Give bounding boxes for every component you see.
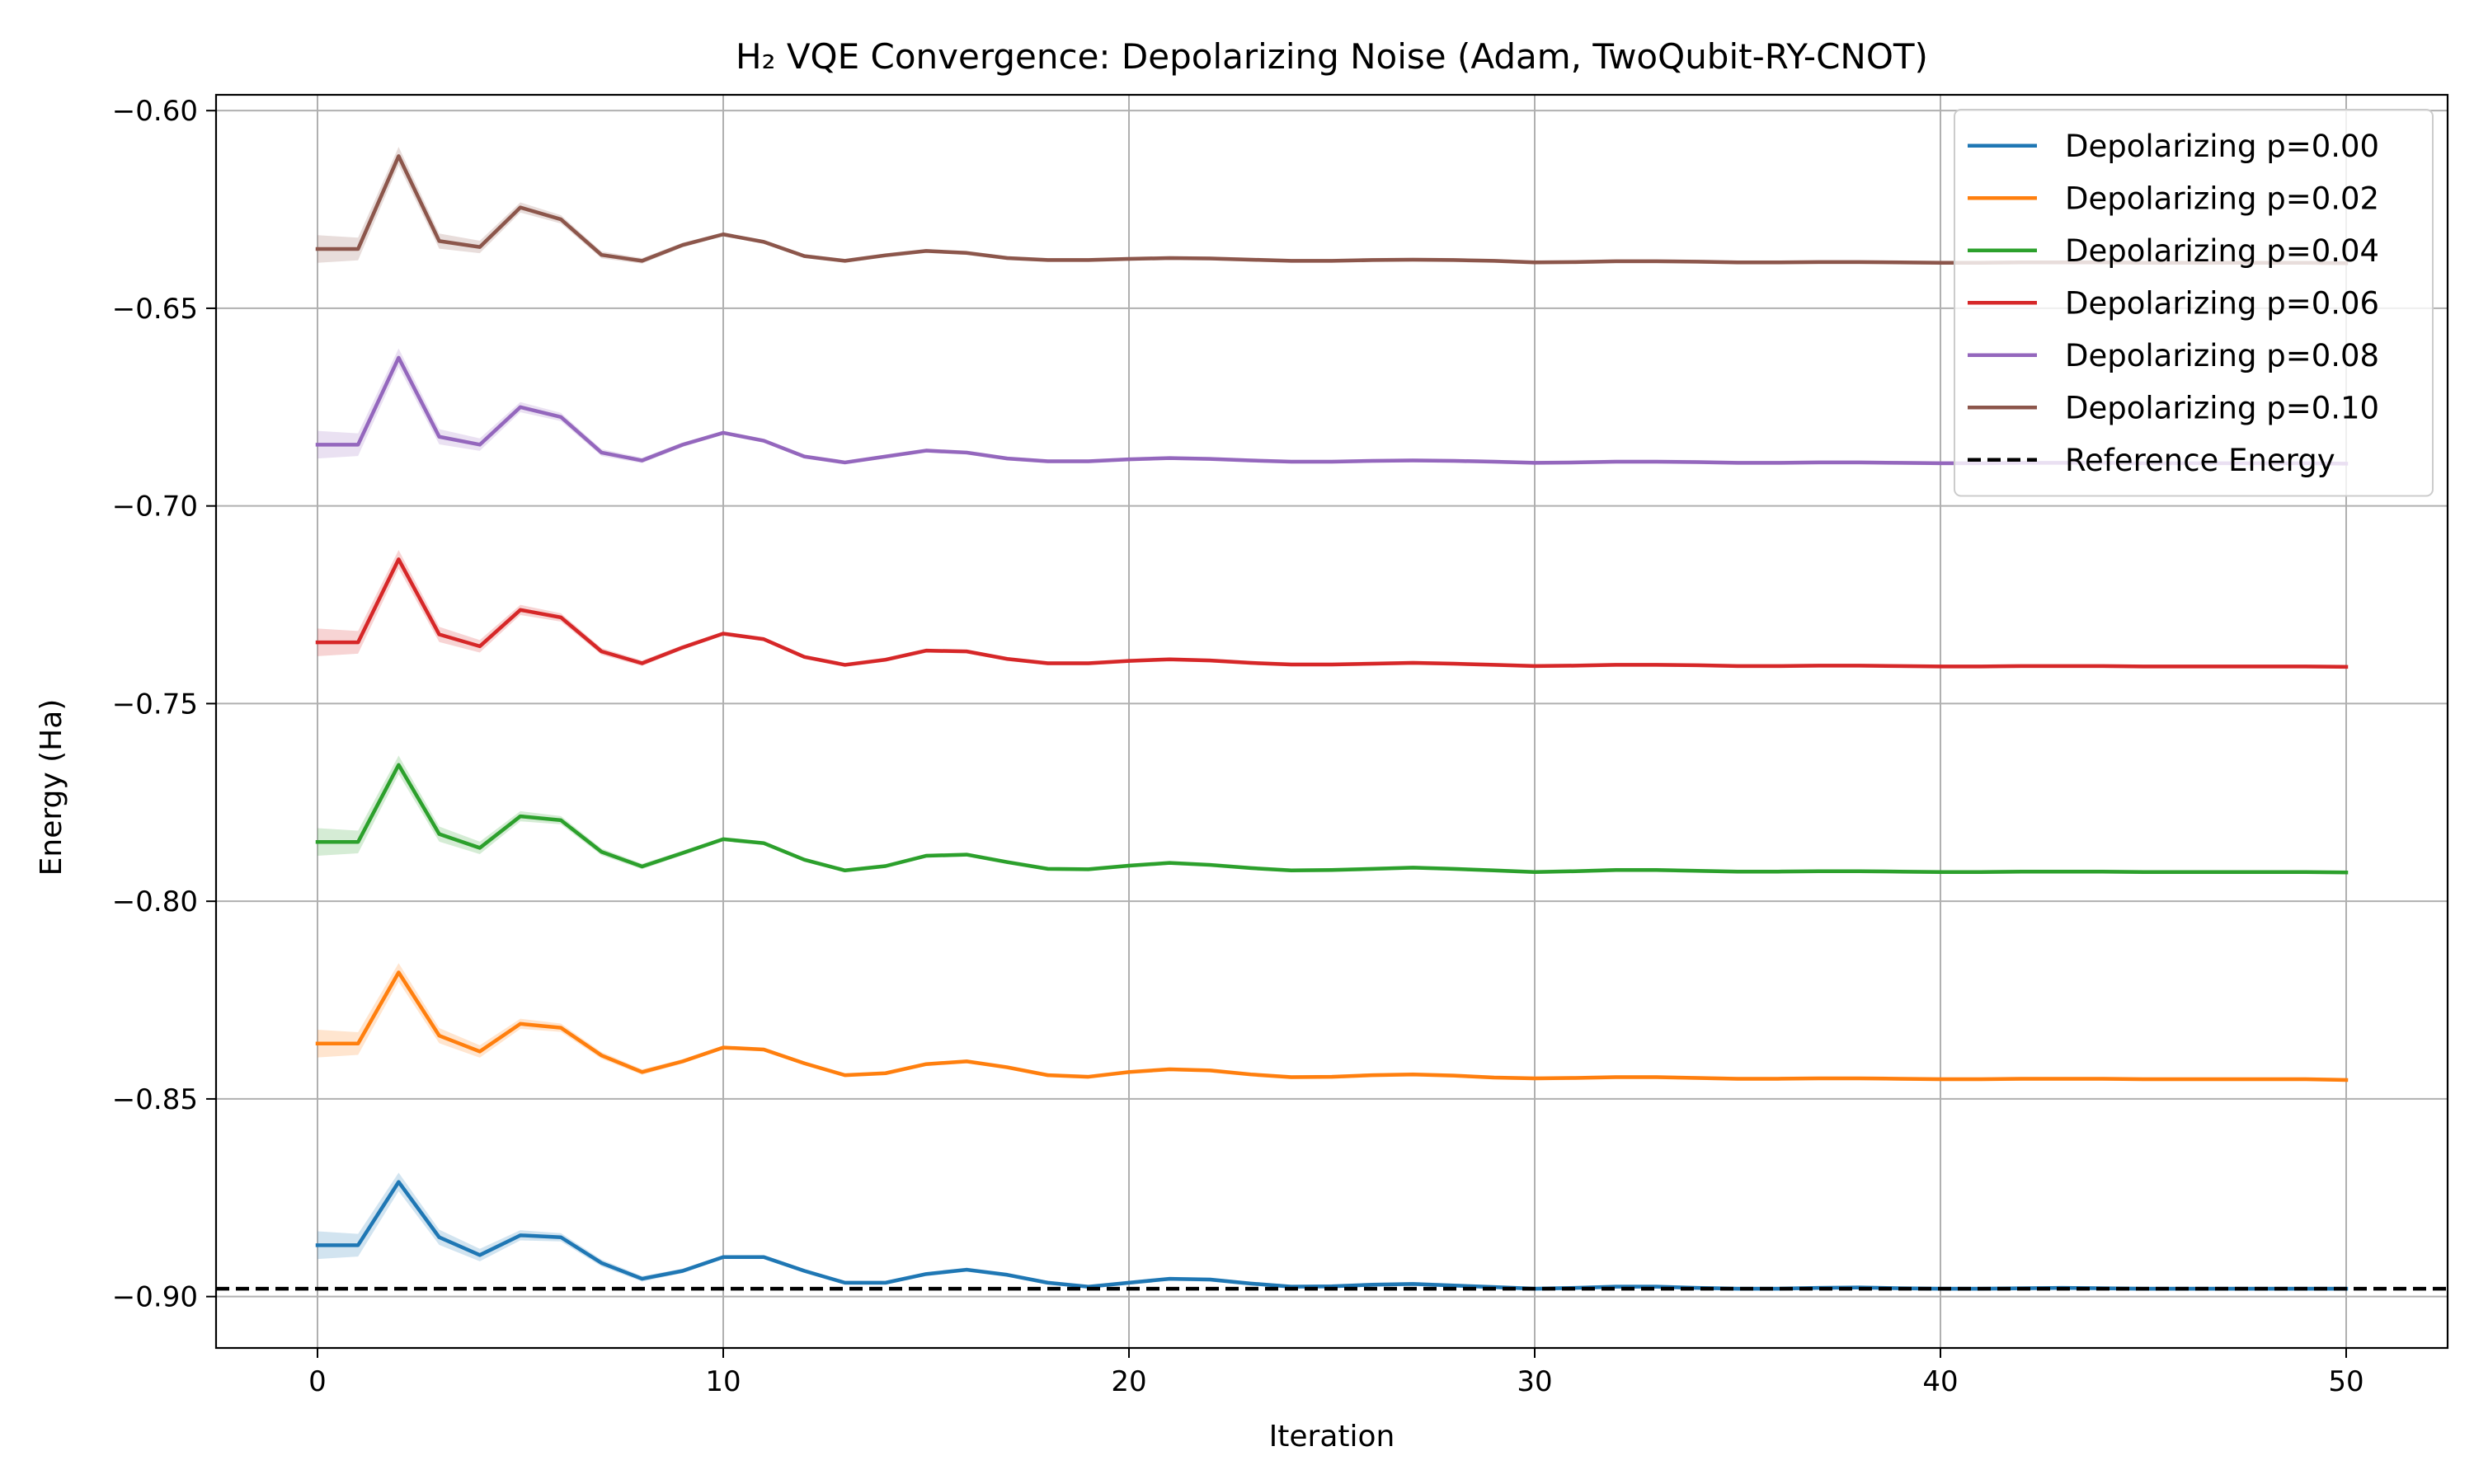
x-tick-label: 50 <box>2328 1365 2363 1398</box>
legend-label: Depolarizing p=0.06 <box>2065 285 2379 321</box>
legend-label: Depolarizing p=0.10 <box>2065 390 2379 425</box>
series-line <box>315 763 2349 875</box>
series-line <box>315 557 2349 669</box>
y-axis-ticks: −0.60 −0.65 −0.70 −0.75 −0.80 −0.85 −0.90 <box>112 95 216 1314</box>
y-tick-label: −0.80 <box>112 885 198 918</box>
y-tick-label: −0.60 <box>112 95 198 128</box>
x-tick-label: 10 <box>705 1365 741 1398</box>
series-line <box>315 970 2349 1082</box>
x-axis-ticks: 0 10 20 30 40 50 <box>308 1348 2364 1398</box>
chart-title: H₂ VQE Convergence: Depolarizing Noise (… <box>736 36 1928 77</box>
y-axis-label: Energy (Ha) <box>35 699 68 876</box>
legend-label: Depolarizing p=0.00 <box>2065 129 2379 164</box>
legend-label: Depolarizing p=0.08 <box>2065 338 2379 373</box>
x-tick-label: 30 <box>1517 1365 1552 1398</box>
legend-label: Depolarizing p=0.04 <box>2065 233 2379 269</box>
x-tick-label: 20 <box>1111 1365 1146 1398</box>
x-tick-label: 0 <box>308 1365 327 1398</box>
y-tick-label: −0.85 <box>112 1083 198 1116</box>
y-tick-label: −0.90 <box>112 1281 198 1314</box>
legend-label: Reference Energy <box>2065 443 2335 478</box>
y-tick-label: −0.65 <box>112 293 198 326</box>
legend-box <box>1954 109 2434 497</box>
legend: Depolarizing p=0.00 Depolarizing p=0.02 De… <box>1954 109 2434 497</box>
plot-area-frame <box>214 93 2449 1350</box>
y-tick-label: −0.75 <box>112 688 198 721</box>
x-tick-label: 40 <box>1922 1365 1958 1398</box>
y-tick-label: −0.70 <box>112 491 198 524</box>
legend-label: Depolarizing p=0.02 <box>2065 181 2379 216</box>
x-axis-label: Iteration <box>1269 1420 1395 1453</box>
